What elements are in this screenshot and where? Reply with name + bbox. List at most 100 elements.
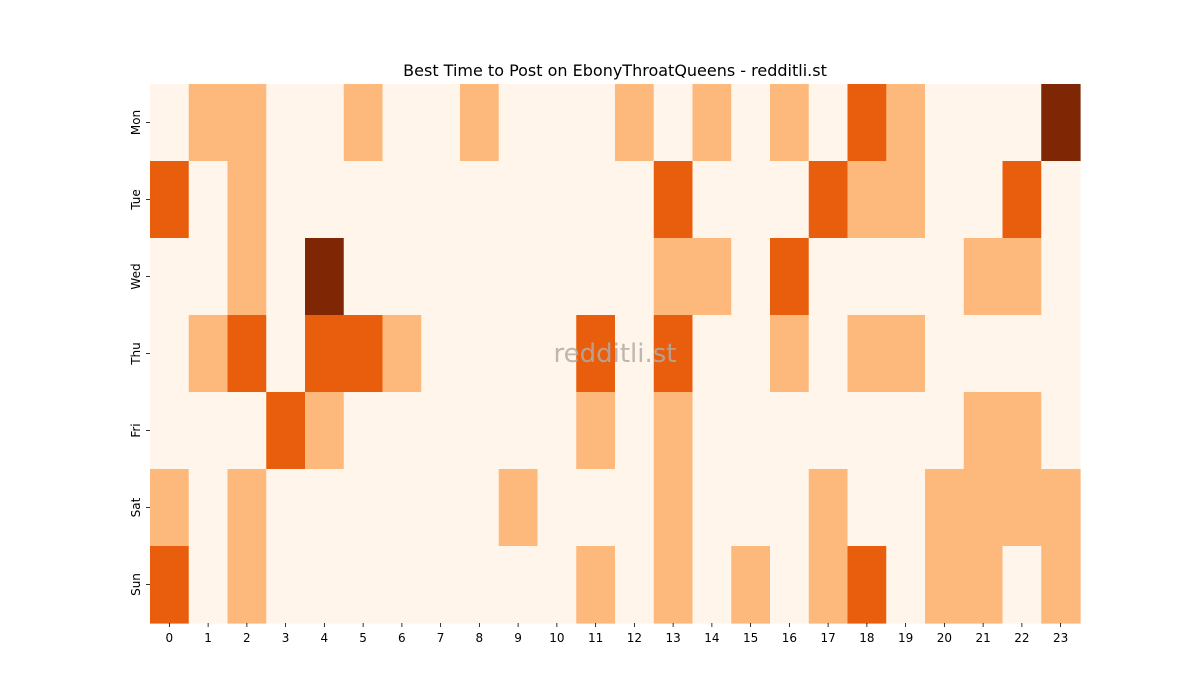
heatmap-cell-wed-23 (1041, 238, 1081, 316)
heatmap-cell-tue-4 (305, 161, 345, 239)
heatmap-cell-mon-4 (305, 84, 345, 162)
heatmap-cell-sun-1 (188, 546, 229, 624)
x-tick-label: 2 (243, 631, 251, 645)
x-tick-label: 6 (398, 631, 406, 645)
heatmap-cell-thu-11 (576, 315, 616, 393)
heatmap-cell-tue-22 (1002, 161, 1042, 239)
heatmap-cell-wed-6 (382, 238, 422, 316)
heatmap-cell-fri-15 (731, 392, 771, 470)
heatmap-cell-mon-7 (421, 84, 461, 162)
x-tick-label: 19 (898, 631, 913, 645)
heatmap-cell-wed-11 (576, 238, 616, 316)
heatmap-cell-wed-16 (770, 238, 810, 316)
heatmap-cell-thu-2 (227, 315, 267, 393)
heatmap-cell-sun-16 (770, 546, 810, 624)
heatmap-cell-tue-10 (537, 161, 577, 239)
heatmap-cell-sat-7 (421, 469, 461, 547)
heatmap-cell-sat-8 (460, 469, 500, 547)
y-tick-label: Fri (129, 423, 143, 437)
heatmap-cell-thu-13 (653, 315, 694, 393)
heatmap-cell-fri-13 (653, 392, 694, 470)
heatmap-cell-mon-1 (188, 84, 229, 162)
heatmap-cell-sun-6 (382, 546, 422, 624)
heatmap-cell-sun-23 (1041, 546, 1081, 624)
heatmap-cell-sat-1 (188, 469, 229, 547)
heatmap-cell-mon-18 (847, 84, 887, 162)
heatmap-cell-wed-18 (847, 238, 887, 316)
x-tick-label: 4 (321, 631, 329, 645)
heatmap-cell-tue-23 (1041, 161, 1081, 239)
heatmap-cell-mon-9 (498, 84, 539, 162)
heatmap-cell-fri-18 (847, 392, 887, 470)
heatmap-cell-sun-9 (498, 546, 539, 624)
chart-title: Best Time to Post on EbonyThroatQueens -… (403, 61, 827, 80)
x-tick-label: 15 (743, 631, 758, 645)
heatmap-cell-thu-12 (615, 315, 655, 393)
heatmap-cell-thu-17 (808, 315, 849, 393)
heatmap-cell-fri-12 (615, 392, 655, 470)
heatmap-cell-sun-18 (847, 546, 887, 624)
x-tick-label: 10 (549, 631, 564, 645)
heatmap-cell-sun-14 (692, 546, 732, 624)
heatmap-cell-sat-3 (266, 469, 306, 547)
heatmap-cell-fri-3 (266, 392, 306, 470)
heatmap-cell-tue-0 (150, 161, 190, 239)
heatmap-cell-wed-22 (1002, 238, 1042, 316)
heatmap-cell-tue-2 (227, 161, 267, 239)
heatmap-cell-fri-20 (925, 392, 965, 470)
x-tick-label: 17 (820, 631, 835, 645)
x-tick-label: 22 (1014, 631, 1029, 645)
heatmap-cell-fri-17 (808, 392, 849, 470)
x-tick-label: 16 (782, 631, 797, 645)
heatmap-cell-tue-5 (343, 161, 384, 239)
heatmap-cell-sun-5 (343, 546, 384, 624)
heatmap-cell-wed-12 (615, 238, 655, 316)
y-tick-label: Tue (129, 189, 143, 211)
heatmap-cell-mon-21 (963, 84, 1004, 162)
x-tick-label: 5 (359, 631, 367, 645)
heatmap-cell-mon-5 (343, 84, 384, 162)
heatmap-cell-sun-21 (963, 546, 1004, 624)
y-axis: Mon Tue Wed Thu Fri Sat Sun (129, 110, 150, 596)
x-tick-label: 18 (859, 631, 874, 645)
heatmap-cell-wed-7 (421, 238, 461, 316)
y-tick-label: Thu (129, 342, 143, 366)
x-tick-label: 21 (975, 631, 990, 645)
heatmap-cell-sat-18 (847, 469, 887, 547)
heatmap-cell-tue-12 (615, 161, 655, 239)
x-tick-label: 23 (1053, 631, 1068, 645)
heatmap-cell-fri-1 (188, 392, 229, 470)
heatmap-cell-fri-4 (305, 392, 345, 470)
heatmap-cell-fri-8 (460, 392, 500, 470)
heatmap-cell-tue-19 (886, 161, 926, 239)
x-tick-label: 20 (937, 631, 952, 645)
heatmap-cell-sat-16 (770, 469, 810, 547)
heatmap-cell-sat-6 (382, 469, 422, 547)
heatmap-cell-tue-18 (847, 161, 887, 239)
x-axis: 0 1 2 3 4 5 6 7 8 9 10 11 12 13 14 15 16 17 18 19 20 21 22 23 (166, 623, 1068, 645)
heatmap-cell-sun-8 (460, 546, 500, 624)
x-tick-label: 11 (588, 631, 603, 645)
x-tick-label: 7 (437, 631, 445, 645)
heatmap-cell-wed-17 (808, 238, 849, 316)
x-tick-label: 13 (665, 631, 680, 645)
heatmap-cell-thu-0 (150, 315, 190, 393)
x-tick-label: 9 (514, 631, 522, 645)
heatmap-cell-thu-22 (1002, 315, 1042, 393)
heatmap-cell-wed-21 (963, 238, 1004, 316)
heatmap-cell-sat-4 (305, 469, 345, 547)
heatmap-cell-sun-4 (305, 546, 345, 624)
heatmap-cell-thu-18 (847, 315, 887, 393)
heatmap-cell-tue-20 (925, 161, 965, 239)
heatmap-cell-wed-13 (653, 238, 694, 316)
heatmap-cell-tue-21 (963, 161, 1004, 239)
heatmap-cell-fri-6 (382, 392, 422, 470)
heatmap-cell-fri-22 (1002, 392, 1042, 470)
heatmap-cell-sun-2 (227, 546, 267, 624)
heatmap-cell-sun-22 (1002, 546, 1042, 624)
heatmap-cells (150, 84, 1081, 624)
heatmap-cell-thu-21 (963, 315, 1004, 393)
heatmap-cell-fri-0 (150, 392, 190, 470)
heatmap-cell-tue-1 (188, 161, 229, 239)
